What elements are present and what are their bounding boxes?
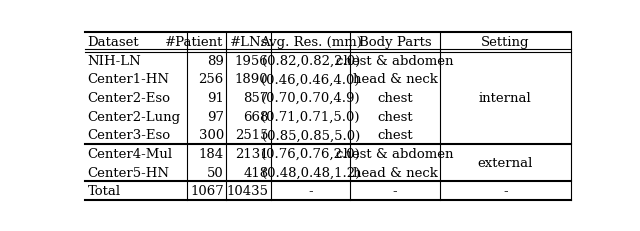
Text: (0.48,0.48,1.2): (0.48,0.48,1.2) [262,166,360,179]
Text: Center1-HN: Center1-HN [88,73,170,86]
Text: (0.82,0.82,2.0): (0.82,0.82,2.0) [262,55,360,67]
Text: head & neck: head & neck [353,73,437,86]
Text: 2131: 2131 [235,147,269,160]
Text: (0.46,0.46,4.0): (0.46,0.46,4.0) [261,73,360,86]
Text: head & neck: head & neck [353,166,437,179]
Text: -: - [503,185,508,198]
Text: (0.85,0.85,5.0): (0.85,0.85,5.0) [262,129,360,142]
Text: -: - [393,185,397,198]
Text: chest: chest [377,110,413,123]
Text: NIH-LN: NIH-LN [88,55,141,67]
Text: Center4-Mul: Center4-Mul [88,147,173,160]
Text: 97: 97 [207,110,224,123]
Text: (0.70,0.70,4.9): (0.70,0.70,4.9) [261,92,360,105]
Text: 2515: 2515 [235,129,269,142]
Text: Avg. Res. (mm): Avg. Res. (mm) [260,36,362,49]
Text: 1956: 1956 [235,55,269,67]
Text: chest & abdomen: chest & abdomen [336,55,454,67]
Text: Center3-Eso: Center3-Eso [88,129,171,142]
Text: 418: 418 [243,166,269,179]
Text: external: external [477,157,533,170]
Text: Total: Total [88,185,120,198]
Text: 256: 256 [198,73,224,86]
Text: (0.71,0.71,5.0): (0.71,0.71,5.0) [261,110,360,123]
Text: Setting: Setting [481,36,529,49]
Text: 300: 300 [198,129,224,142]
Text: chest & abdomen: chest & abdomen [336,147,454,160]
Text: 89: 89 [207,55,224,67]
Text: 1890: 1890 [235,73,269,86]
Text: Center2-Lung: Center2-Lung [88,110,180,123]
Text: 184: 184 [198,147,224,160]
Text: internal: internal [479,92,532,105]
Text: 91: 91 [207,92,224,105]
Text: 10435: 10435 [227,185,269,198]
Text: 857: 857 [243,92,269,105]
Text: Center2-Eso: Center2-Eso [88,92,170,105]
Text: #LNs: #LNs [230,36,269,49]
Text: chest: chest [377,129,413,142]
Text: Dataset: Dataset [88,36,139,49]
Text: chest: chest [377,92,413,105]
Text: -: - [308,185,313,198]
Text: #Patient: #Patient [166,36,224,49]
Text: 668: 668 [243,110,269,123]
Text: 1067: 1067 [190,185,224,198]
Text: (0.76,0.76,2.0): (0.76,0.76,2.0) [261,147,360,160]
Text: 50: 50 [207,166,224,179]
Text: Body Parts: Body Parts [358,36,431,49]
Text: Center5-HN: Center5-HN [88,166,170,179]
